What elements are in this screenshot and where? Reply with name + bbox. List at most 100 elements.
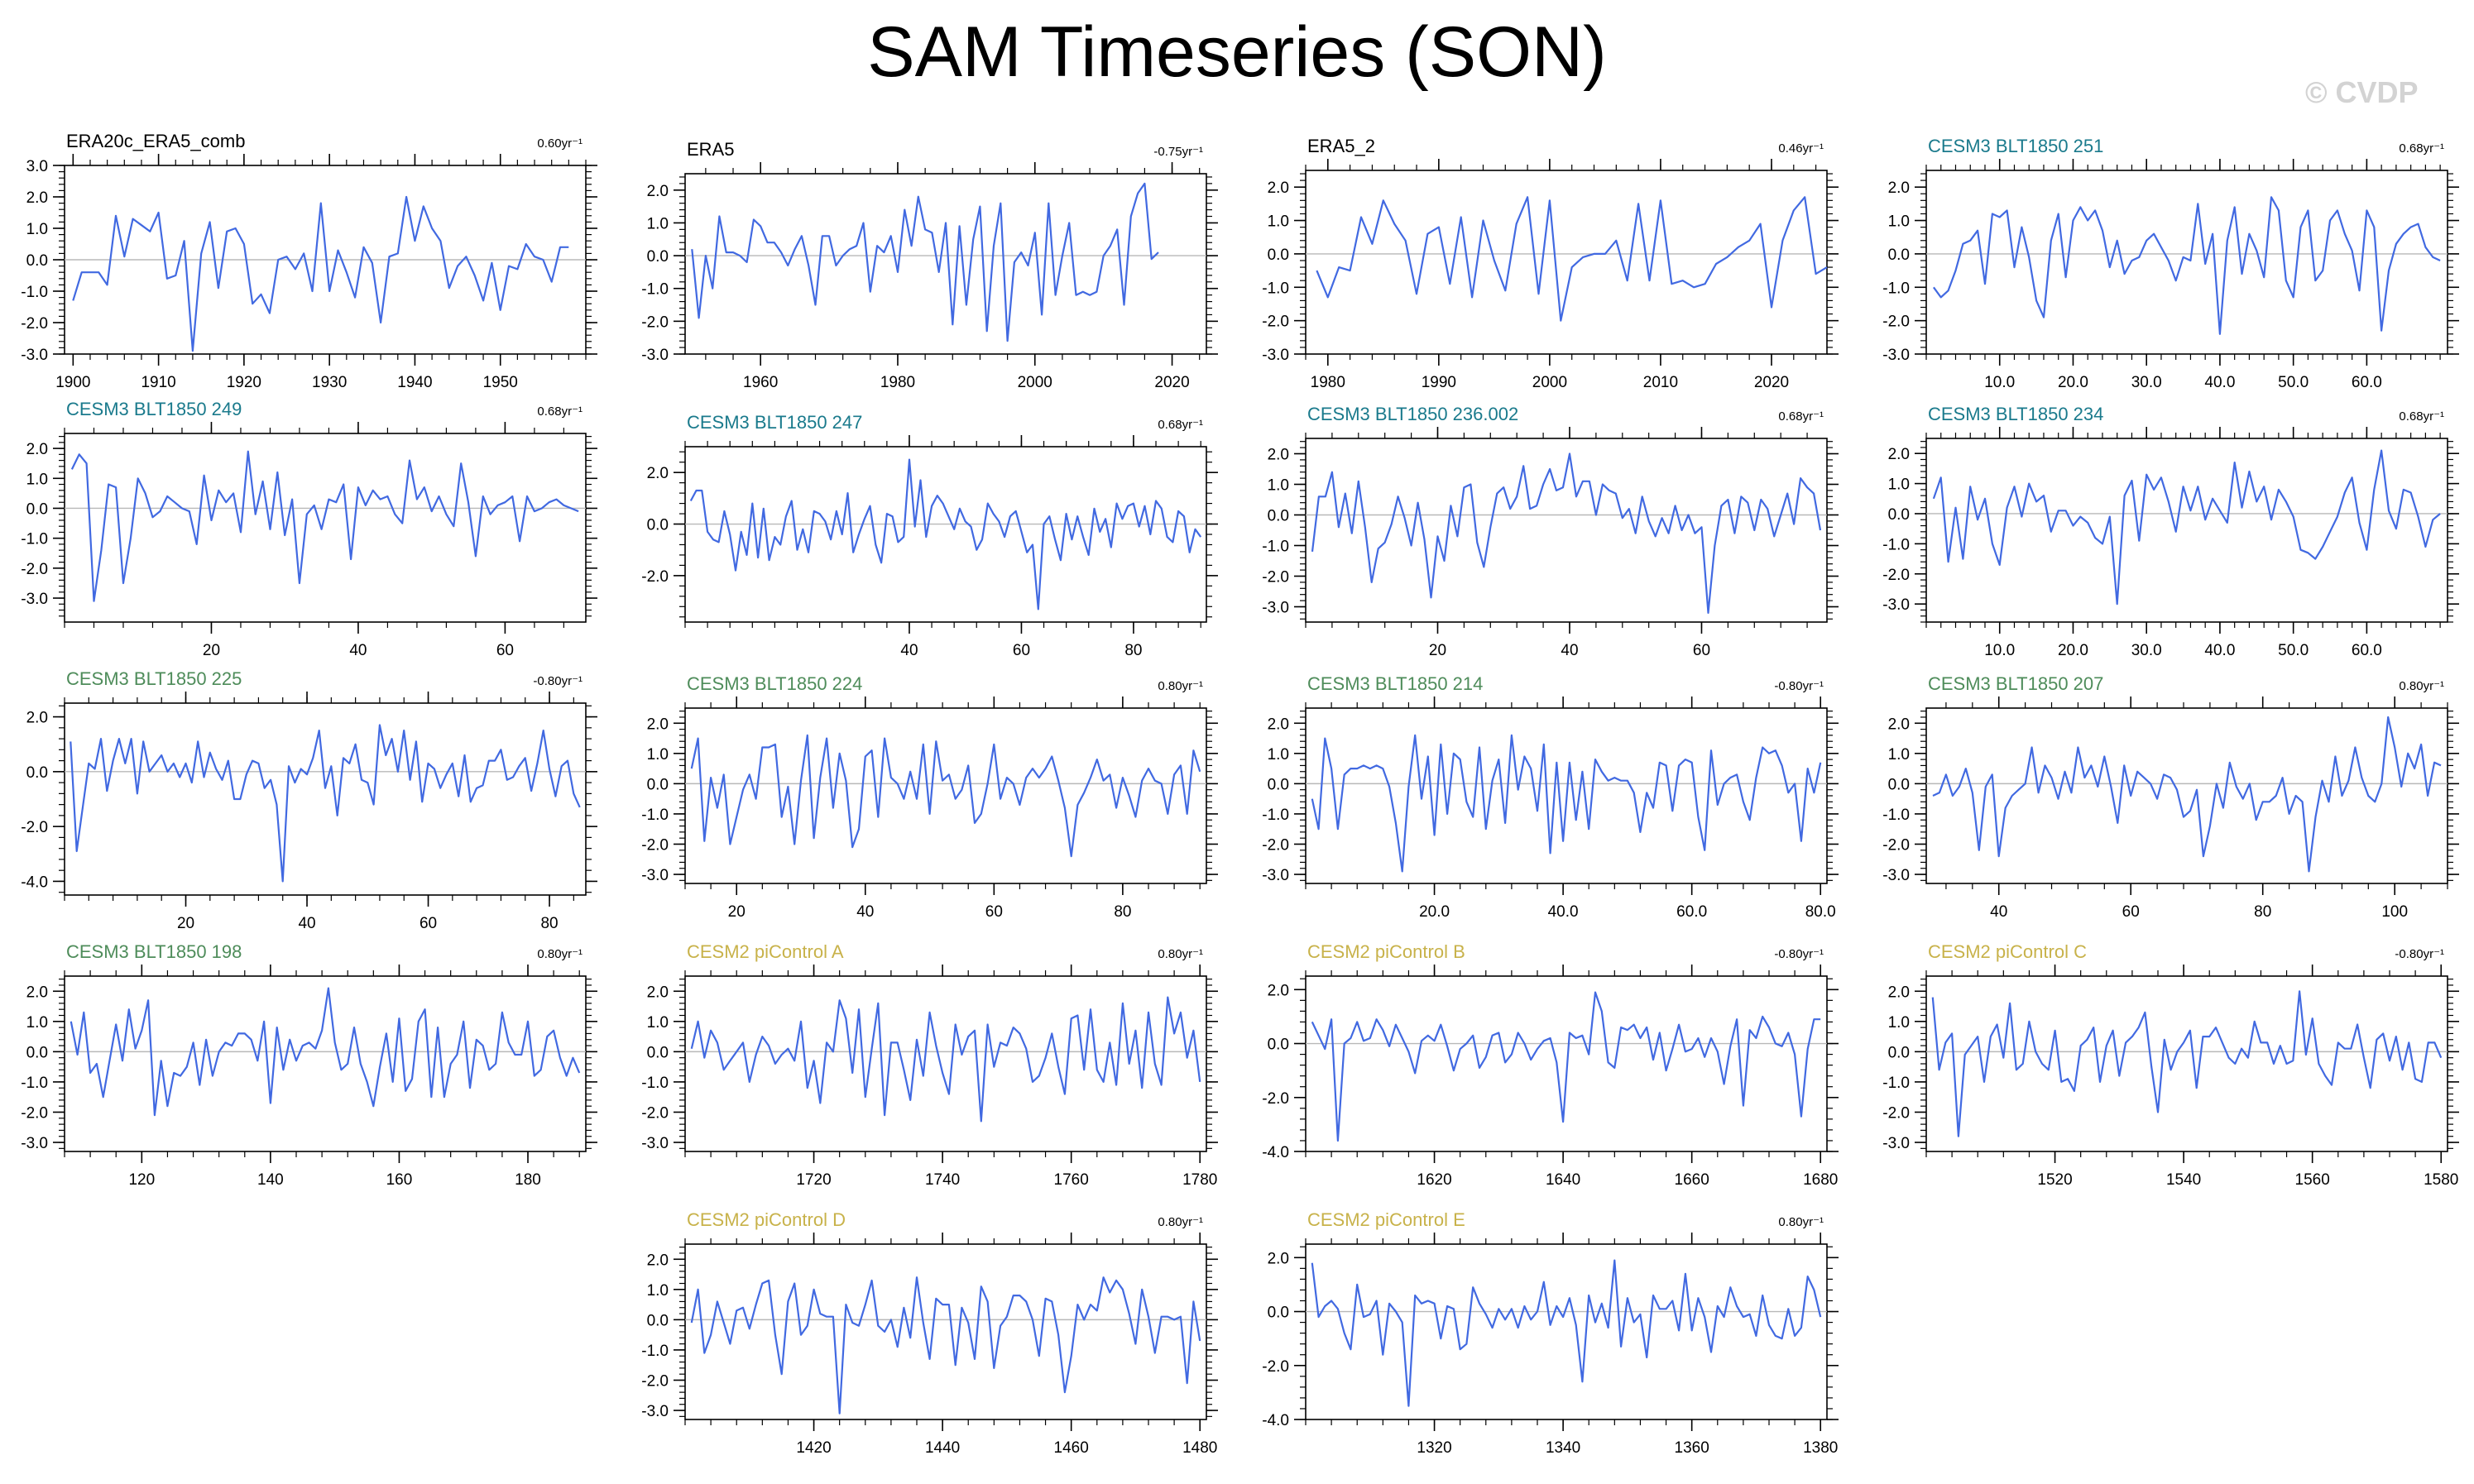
y-tick-label: 2.0 — [1268, 180, 1289, 197]
y-tick-label: 3.0 — [26, 158, 48, 175]
plot-area: 1520 1540 1560 1580 -3.0 -2.0 -1.0 0.0 1.0 2.0 CES… — [1882, 941, 2459, 1189]
figure-title: SAM Timeseries (SON) — [867, 12, 1607, 92]
x-tick-label: 140 — [257, 1171, 284, 1189]
y-tick-label: 1.0 — [1888, 1014, 1910, 1032]
x-tick-label: 20.0 — [1419, 903, 1450, 921]
y-tick-label: 1.0 — [647, 746, 669, 764]
panel-title: CESM2 piControl D — [687, 1209, 846, 1230]
sam-panel-13: 120 140 160 180 -3.0 -2.0 -1.0 0.0 1.0 2.0 CESM3 B… — [21, 941, 597, 1189]
x-tick-label: 60 — [420, 915, 437, 932]
sam-series-line — [690, 996, 1201, 1123]
x-tick-label: 80 — [540, 915, 558, 932]
y-tick-label: -2.0 — [21, 315, 48, 333]
plot-frame — [1925, 975, 2448, 1152]
y-tick-label: 1.0 — [1268, 213, 1289, 231]
x-tick-label: 1780 — [1182, 1171, 1217, 1189]
sam-panel-8: 10.0 20.0 30.0 40.0 50.0 60.0 -3.0 -2.0 -1.0 0.0 1… — [1882, 404, 2459, 659]
sam-series-line — [1311, 734, 1822, 873]
sam-panel-17: 1420 1440 1460 1480 -3.0 -2.0 -1.0 0.0 1.0 2.0 CES… — [641, 1209, 1218, 1457]
x-tick-label: 1950 — [483, 374, 518, 391]
y-tick-label: 2.0 — [1888, 716, 1910, 733]
sam-series-line — [1311, 452, 1822, 614]
plot-frame — [64, 702, 587, 896]
x-tick-label: 2010 — [1643, 374, 1678, 391]
x-tick-label: 1560 — [2295, 1171, 2330, 1189]
y-tick-label: -2.0 — [1882, 314, 1910, 331]
panel-title: CESM3 BLT1850 214 — [1307, 673, 1483, 694]
y-tick-label: -1.0 — [641, 1075, 669, 1092]
y-tick-label: 1.0 — [1268, 746, 1289, 764]
plot-area: 1420 1440 1460 1480 -3.0 -2.0 -1.0 0.0 1.0 2.0 CES… — [641, 1209, 1218, 1457]
y-tick-label: -3.0 — [641, 867, 669, 884]
x-tick-label: 1980 — [880, 374, 915, 391]
y-tick-label: -1.0 — [1882, 807, 1910, 824]
y-tick-label: 2.0 — [26, 710, 48, 727]
y-tick-label: -4.0 — [1262, 1412, 1289, 1429]
sam-series-line — [1931, 990, 2443, 1137]
x-tick-label: 10.0 — [1984, 374, 2015, 391]
x-tick-label: 60 — [2122, 903, 2140, 921]
panel-title: CESM3 BLT1850 207 — [1928, 673, 2103, 694]
panel-title: CESM3 BLT1850 198 — [66, 941, 242, 962]
y-tick-label: -2.0 — [1262, 314, 1289, 331]
trend-label: 0.80yr⁻¹ — [537, 947, 583, 961]
y-tick-label: 0.0 — [1268, 776, 1289, 793]
sam-series-line — [1932, 716, 2442, 873]
plot-area: 20.0 40.0 60.0 80.0 -3.0 -2.0 -1.0 0.0 1.0 2.0 CES… — [1262, 673, 1839, 921]
x-tick-label: 120 — [128, 1171, 155, 1189]
x-tick-label: 1520 — [2037, 1171, 2072, 1189]
plot-area: 1960 1980 2000 2020 -3.0 -2.0 -1.0 0.0 1.0 2.0 ERA… — [641, 139, 1218, 391]
y-tick-label: 0.0 — [1268, 508, 1289, 525]
plot-area: 1720 1740 1760 1780 -3.0 -2.0 -1.0 0.0 1.0 2.0 CES… — [641, 941, 1218, 1189]
plot-area: 20 40 60 80 -4.0 -2.0 0.0 2.0 CESM3 BLT1850 225 -… — [21, 668, 597, 932]
plot-frame — [1925, 438, 2448, 623]
x-tick-label: 1440 — [925, 1439, 960, 1457]
plot-area: 40 60 80 100 -3.0 -2.0 -1.0 0.0 1.0 2.0 CESM3 BLT1… — [1882, 673, 2459, 921]
y-tick-label: 1.0 — [1888, 476, 1910, 494]
sam-panel-9: 20 40 60 80 -4.0 -2.0 0.0 2.0 CESM3 BLT1850 225 -… — [21, 668, 597, 932]
y-tick-label: -3.0 — [1262, 867, 1289, 884]
plot-frame — [1305, 975, 1828, 1152]
y-tick-label: -3.0 — [1882, 347, 1910, 364]
y-tick-label: -1.0 — [21, 1075, 48, 1092]
cvdp-watermark: © CVDP — [2305, 75, 2419, 109]
sam-panel-12: 40 60 80 100 -3.0 -2.0 -1.0 0.0 1.0 2.0 CESM3 BLT1… — [1882, 673, 2459, 921]
panel-title: CESM3 BLT1850 247 — [687, 412, 862, 433]
y-tick-label: 2.0 — [1268, 982, 1289, 999]
x-tick-label: 40 — [900, 642, 918, 659]
trend-label: -0.80yr⁻¹ — [2395, 947, 2444, 961]
trend-label: -0.75yr⁻¹ — [1153, 145, 1203, 159]
sam-panel-7: 20 40 60 -3.0 -2.0 -1.0 0.0 1.0 2.0 CESM3 BLT1850… — [1262, 404, 1839, 659]
y-tick-label: -1.0 — [1262, 539, 1289, 556]
sam-series-line — [1311, 991, 1821, 1142]
sam-panel-6: 40 60 80 -2.0 0.0 2.0 CESM3 BLT1850 247 0.68yr⁻… — [641, 412, 1218, 659]
trend-label: 0.68yr⁻¹ — [2399, 141, 2444, 156]
sam-series-line — [1932, 449, 2441, 606]
panel-title: CESM2 piControl C — [1928, 941, 2087, 962]
x-tick-label: 1580 — [2424, 1171, 2458, 1189]
y-tick-label: 2.0 — [26, 984, 48, 1001]
x-tick-label: 1360 — [1675, 1439, 1709, 1457]
plot-area: 10.0 20.0 30.0 40.0 50.0 60.0 -3.0 -2.0 -1.0 0.0 1… — [1882, 404, 2459, 659]
x-tick-label: 1320 — [1417, 1439, 1451, 1457]
sam-series-line — [70, 987, 581, 1117]
y-tick-label: 1.0 — [647, 1282, 669, 1300]
panel-title: CESM2 piControl E — [1307, 1209, 1465, 1230]
y-tick-label: 0.0 — [1888, 247, 1910, 264]
panel-title: CESM3 BLT1850 225 — [66, 668, 242, 689]
plot-area: 1980 1990 2000 2010 2020 -3.0 -2.0 -1.0 0.0 1.0 2.… — [1262, 136, 1839, 391]
x-tick-label: 40.0 — [2204, 642, 2235, 659]
y-tick-label: 2.0 — [647, 984, 669, 1001]
plot-frame — [64, 975, 587, 1152]
y-tick-label: -4.0 — [21, 874, 48, 891]
x-tick-label: 1340 — [1546, 1439, 1580, 1457]
y-tick-label: -2.0 — [1262, 569, 1289, 586]
y-tick-label: -2.0 — [641, 836, 669, 854]
y-tick-label: -1.0 — [21, 284, 48, 301]
x-tick-label: 80 — [2254, 903, 2271, 921]
y-tick-label: 0.0 — [26, 500, 48, 518]
sam-series-line — [70, 450, 579, 602]
y-tick-label: 0.0 — [1268, 1036, 1289, 1054]
y-tick-label: -1.0 — [21, 531, 48, 548]
y-tick-label: -3.0 — [641, 1403, 669, 1420]
